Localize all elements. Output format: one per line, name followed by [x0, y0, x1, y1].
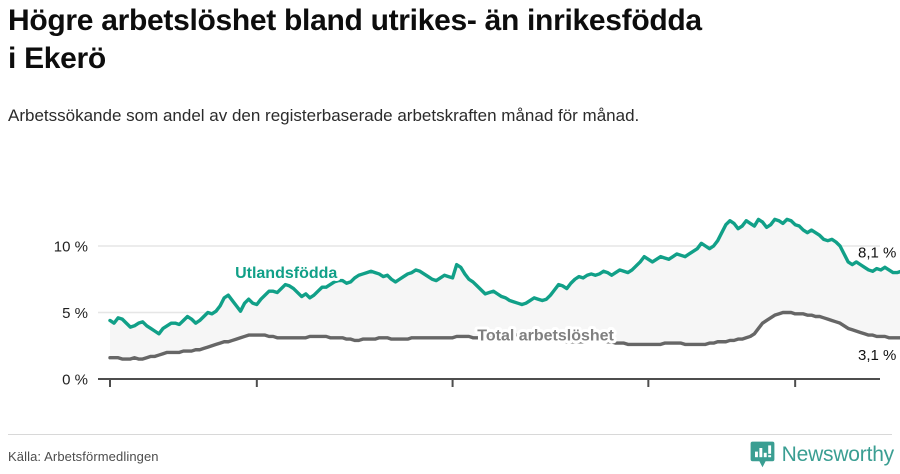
chart-canvas: 0 % 5 % 10 % 2008 2011 2015 2019 2022 Utlandsf… — [54, 217, 900, 395]
series-line — [108, 310, 900, 361]
end-value-labels: 8,1 % 3,1 % — [858, 244, 896, 364]
series-annotation-label: Utlandsfödda — [235, 265, 337, 282]
x-axis-tick-label: 2015 — [436, 393, 469, 395]
annotation-halo: Total arbetslöshet — [477, 327, 614, 344]
y-axis-tick-label: 5 % — [62, 305, 88, 322]
x-axis-tick-label: 2011 — [241, 393, 273, 395]
y-axis-tick-label: 10 % — [54, 239, 88, 256]
area-between-lines — [110, 219, 900, 360]
page-subtitle: Arbetssökande som andel av den registerb… — [8, 106, 640, 125]
series-line — [108, 217, 900, 336]
brand-name: Newsworthy — [781, 443, 895, 466]
y-axis-labels: 0 % 5 % 10 % — [54, 239, 88, 389]
annotation-halo: Utlandsfödda — [235, 265, 337, 282]
x-axis-tick-label: 2008 — [93, 393, 126, 395]
x-axis: 2008 2011 2015 2019 2022 — [93, 378, 880, 395]
series-lines — [108, 217, 900, 361]
y-axis-tick-label: 0 % — [62, 372, 88, 389]
line-chart: 0 % 5 % 10 % 2008 2011 2015 2019 2022 Utlandsf… — [0, 180, 900, 395]
x-axis-tick-label: 2019 — [632, 393, 665, 395]
x-axis-tick-label: 2022 — [778, 393, 811, 395]
newsworthy-logo: Newsworthy — [750, 441, 894, 468]
end-value-label: 8,1 % — [858, 244, 896, 261]
end-value-label: 3,1 % — [858, 347, 896, 364]
source-note: Källa: Arbetsförmedlingen — [8, 449, 159, 464]
bar-chart-bubble-icon — [750, 441, 775, 468]
series-annotation-label: Total arbetslöshet — [477, 327, 614, 344]
page-title: Högre arbetslöshet bland utrikes- än inr… — [8, 4, 702, 76]
footer-divider — [8, 434, 892, 435]
area-between-series — [110, 219, 900, 360]
